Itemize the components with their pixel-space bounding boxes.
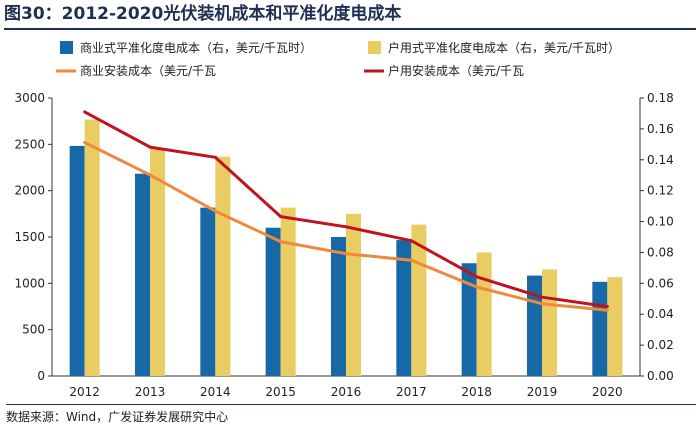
bar-commercial-lcoe-2014 bbox=[200, 207, 216, 376]
bar-household-lcoe-2018 bbox=[476, 252, 492, 376]
point-commercial-install-2013 bbox=[148, 173, 152, 177]
right-tick-label: 0.06 bbox=[647, 276, 674, 290]
bar-commercial-lcoe-2017 bbox=[396, 240, 412, 376]
right-tick-label: 0.04 bbox=[647, 307, 674, 321]
x-tick-label: 2014 bbox=[200, 385, 231, 399]
point-commercial-install-2017 bbox=[409, 258, 413, 262]
left-tick-label: 1000 bbox=[14, 276, 45, 290]
right-tick-label: 0.18 bbox=[647, 91, 674, 105]
left-tick-label: 500 bbox=[22, 323, 45, 337]
bar-household-lcoe-2016 bbox=[346, 213, 361, 376]
point-household-install-2013 bbox=[148, 145, 152, 149]
chart: 商业式平准化度电成本（右，美元/千瓦时） 户用式平准化度电成本（右，美元/千瓦时… bbox=[14, 40, 673, 399]
x-tick-label: 2019 bbox=[527, 385, 558, 399]
x-tick-label: 2017 bbox=[396, 385, 427, 399]
point-commercial-install-2012 bbox=[83, 140, 87, 144]
bar-commercial-lcoe-2013 bbox=[135, 173, 150, 376]
x-tick-label: 2020 bbox=[592, 385, 623, 399]
right-tick-label: 0.08 bbox=[647, 245, 674, 259]
legend-swatch-household-lcoe bbox=[368, 41, 381, 54]
point-household-install-2016 bbox=[344, 225, 348, 229]
bar-commercial-lcoe-2016 bbox=[331, 237, 346, 376]
point-commercial-install-2016 bbox=[344, 252, 348, 256]
right-tick-label: 0.02 bbox=[647, 338, 674, 352]
legend-label-commercial-install: 商业安装成本（美元/千瓦 bbox=[80, 63, 216, 78]
figure-title: 图30：2012-2020光伏装机成本和平准化度电成本 bbox=[4, 2, 696, 30]
point-household-install-2017 bbox=[409, 239, 413, 243]
left-tick-label: 2000 bbox=[14, 184, 45, 198]
x-tick-label: 2015 bbox=[265, 385, 296, 399]
right-tick-label: 0.10 bbox=[647, 215, 674, 229]
bars bbox=[69, 119, 623, 376]
legend-label-commercial-lcoe: 商业式平准化度电成本（右，美元/千瓦时） bbox=[80, 40, 312, 55]
bar-commercial-lcoe-2015 bbox=[265, 227, 281, 376]
bar-household-lcoe-2015 bbox=[280, 207, 296, 376]
bar-household-lcoe-2012 bbox=[84, 119, 100, 376]
point-household-install-2018 bbox=[475, 275, 479, 279]
axes: 0 500 1000 1500 2000 2500 3000 0.00 0.02 0.04 0.06… bbox=[14, 91, 673, 399]
bar-commercial-lcoe-2019 bbox=[527, 275, 542, 376]
bar-commercial-lcoe-2018 bbox=[461, 263, 477, 376]
left-tick-label: 3000 bbox=[14, 91, 45, 105]
point-commercial-install-2020 bbox=[605, 308, 609, 312]
x-tick-label: 2018 bbox=[461, 385, 492, 399]
bar-household-lcoe-2019 bbox=[542, 269, 557, 376]
bar-commercial-lcoe-2020 bbox=[592, 281, 608, 376]
legend-swatch-commercial-lcoe bbox=[60, 41, 73, 54]
source-note: 数据来源：Wind，广发证券发展研究中心 bbox=[6, 404, 696, 429]
bar-household-lcoe-2020 bbox=[607, 277, 623, 376]
x-tick-label: 2012 bbox=[69, 385, 100, 399]
point-commercial-install-2018 bbox=[475, 285, 479, 289]
right-tick-label: 0.00 bbox=[647, 369, 674, 383]
chart-legend: 商业式平准化度电成本（右，美元/千瓦时） 户用式平准化度电成本（右，美元/千瓦时… bbox=[56, 40, 620, 78]
bar-household-lcoe-2014 bbox=[215, 156, 231, 376]
left-tick-label: 1500 bbox=[14, 230, 45, 244]
point-commercial-install-2014 bbox=[213, 209, 217, 213]
x-tick-label: 2013 bbox=[135, 385, 166, 399]
point-commercial-install-2015 bbox=[279, 240, 283, 244]
right-tick-label: 0.16 bbox=[647, 122, 674, 136]
left-tick-label: 2500 bbox=[14, 137, 45, 151]
bar-commercial-lcoe-2012 bbox=[69, 145, 85, 376]
lines bbox=[83, 110, 609, 312]
right-tick-label: 0.14 bbox=[647, 153, 674, 167]
point-commercial-install-2019 bbox=[540, 302, 544, 306]
point-household-install-2014 bbox=[213, 155, 217, 159]
legend-label-household-install: 户用安装成本（美元/千瓦 bbox=[388, 63, 524, 78]
point-household-install-2019 bbox=[540, 295, 544, 299]
point-household-install-2012 bbox=[83, 110, 87, 114]
point-household-install-2015 bbox=[279, 215, 283, 219]
right-tick-label: 0.12 bbox=[647, 184, 674, 198]
point-household-install-2020 bbox=[605, 305, 609, 308]
x-tick-label: 2016 bbox=[331, 385, 362, 399]
left-tick-label: 0 bbox=[37, 369, 45, 383]
bar-household-lcoe-2013 bbox=[150, 148, 165, 376]
legend-label-household-lcoe: 户用式平准化度电成本（右，美元/千瓦时） bbox=[388, 40, 620, 55]
